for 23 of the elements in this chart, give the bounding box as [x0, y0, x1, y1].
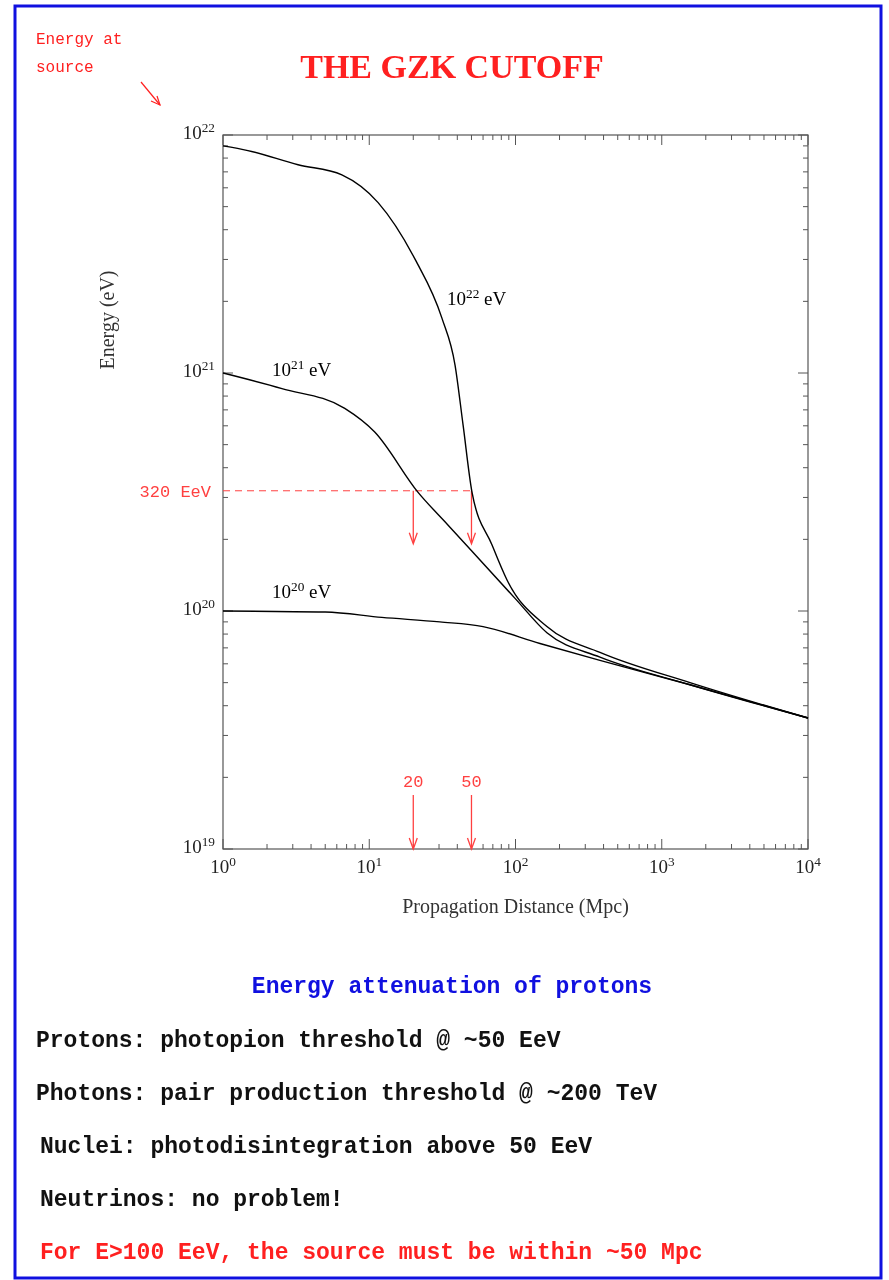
text: Protons: photopion threshold @ ~50 EeV — [36, 1028, 561, 1054]
x-axis-title: Propagation Distance (Mpc) — [402, 895, 629, 918]
y-tick-label: 10$^{20}$ — [182, 595, 216, 619]
y-tick-label: 10$^{22}$ — [182, 119, 215, 143]
x-tick-label: 10$^{4}$ — [795, 853, 822, 877]
series-label: 10$^{21}$ eV — [272, 356, 332, 380]
series-label: 10$^{20}$ eV — [272, 578, 332, 602]
text: Neutrinos: no problem! — [40, 1187, 344, 1213]
ref-line-label: 320 EeV — [139, 482, 212, 502]
y-axis-title: Energy (eV) — [96, 270, 119, 370]
ref-line-label: 20 — [403, 773, 424, 792]
series-label: 10$^{22}$ eV — [447, 285, 507, 309]
x-tick-label: 10$^{2}$ — [502, 853, 529, 877]
text: For E>100 EeV, the source must be within ~50 Mpc — [40, 1240, 703, 1266]
y-tick-label: 10$^{21}$ — [182, 357, 215, 381]
text: Photons: pair production threshold @ ~200 TeV — [36, 1081, 658, 1107]
text: Energy at source — [36, 31, 123, 77]
ref-line-label: 50 — [461, 773, 482, 792]
x-tick-label: 10$^{1}$ — [356, 853, 383, 877]
text: Nuclei: photodisintegration above 50 EeV — [40, 1134, 593, 1160]
chart-title: THE GZK CUTOFF — [300, 48, 604, 85]
x-tick-label: 10$^{3}$ — [648, 853, 675, 877]
text: Energy attenuation of protons — [251, 974, 653, 1000]
